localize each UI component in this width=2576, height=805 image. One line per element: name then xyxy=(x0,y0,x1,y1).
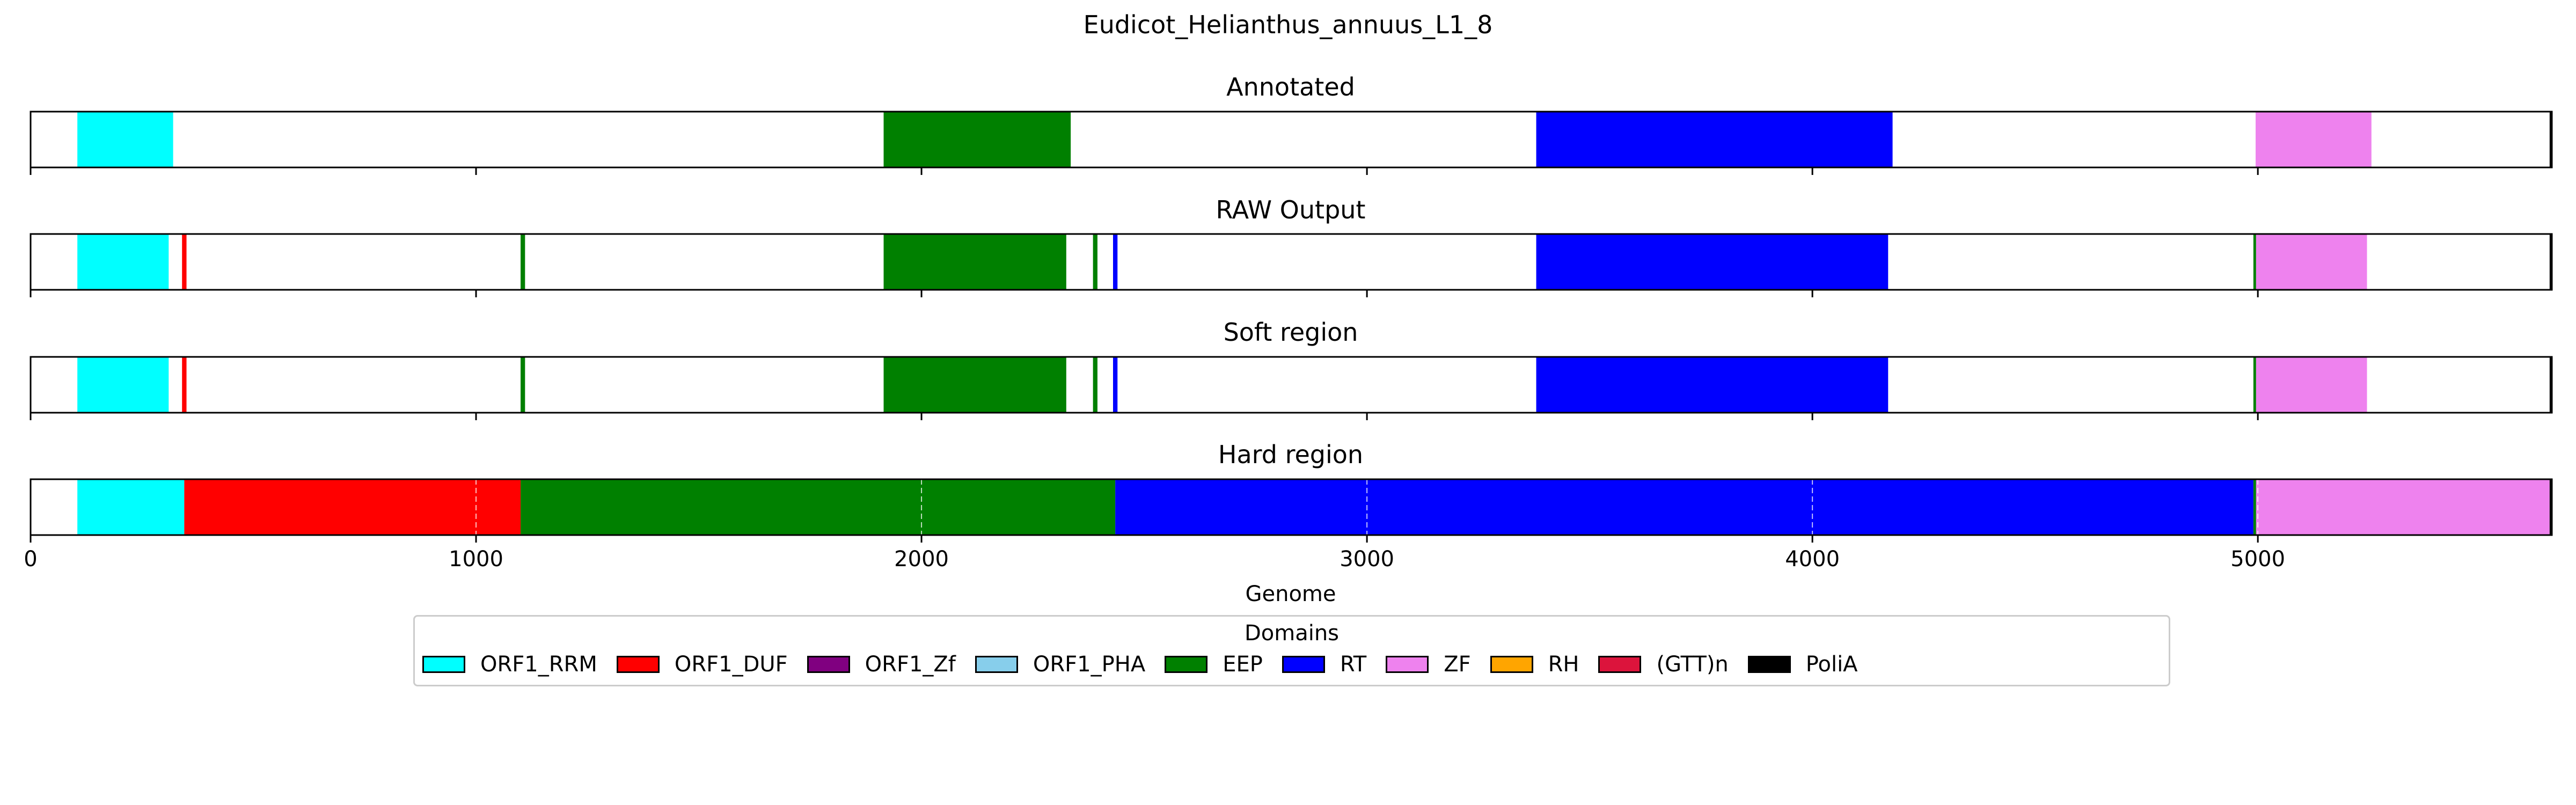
track-frame xyxy=(30,356,2553,414)
legend-label: ORF1_RRM xyxy=(480,652,597,677)
legend-label: ORF1_PHA xyxy=(1033,652,1146,677)
segment-eep xyxy=(521,357,525,413)
track-frame xyxy=(30,233,2553,291)
chart-title: Eudicot_Helianthus_annuus_L1_8 xyxy=(1084,10,1493,39)
legend-swatch xyxy=(1165,656,1208,673)
legend-label: RT xyxy=(1340,652,1367,677)
x-tick-label: 1000 xyxy=(449,547,503,572)
segment-orf1-rrm xyxy=(77,112,173,167)
segment-eep xyxy=(2253,479,2256,535)
segment-rt xyxy=(1536,112,1893,167)
segment-eep xyxy=(521,234,525,290)
segment-orf1-rrm xyxy=(77,479,185,535)
legend-item: PoliA xyxy=(1747,652,1858,677)
segment-eep xyxy=(883,234,1066,290)
track-title: RAW Output xyxy=(1216,195,1366,224)
segment-zf xyxy=(2256,479,2550,535)
legend-items: ORF1_RRM ORF1_DUF ORF1_Zf ORF1_PHA EEP RT ZF RH… xyxy=(422,652,1877,677)
legend-swatch xyxy=(1282,656,1325,673)
segment-orf1-duf xyxy=(182,357,187,413)
segment-zf xyxy=(2256,357,2367,413)
segment-orf1-rrm xyxy=(77,234,169,290)
segment-polia xyxy=(2549,479,2552,535)
tracks-group: Annotated RAW Output Soft region Hard regio… xyxy=(24,72,2553,572)
legend-swatch xyxy=(975,656,1018,673)
track-title: Hard region xyxy=(1218,440,1363,469)
segment-eep xyxy=(1093,234,1097,290)
legend-swatch xyxy=(422,656,465,673)
legend-item: EEP xyxy=(1165,652,1263,677)
legend-item: ORF1_DUF xyxy=(616,652,788,677)
segment-eep xyxy=(883,357,1066,413)
segment-eep xyxy=(883,112,1071,167)
legend-swatch xyxy=(1747,656,1791,673)
legend-label: ZF xyxy=(1444,652,1471,677)
segment-eep xyxy=(2253,234,2256,290)
track-title: Soft region xyxy=(1224,318,1358,347)
legend-item: (GTT)n xyxy=(1598,652,1729,677)
x-tick-label: 3000 xyxy=(1340,547,1394,572)
legend-label: ORF1_Zf xyxy=(865,652,956,677)
legend-item: ORF1_PHA xyxy=(975,652,1145,677)
legend-label: RH xyxy=(1548,652,1579,677)
legend-swatch xyxy=(1490,656,1533,673)
x-axis-label: Genome xyxy=(1245,582,1336,606)
legend-item: ORF1_RRM xyxy=(422,652,597,677)
segment-rt xyxy=(1113,357,1118,413)
legend: Domains ORF1_RRM ORF1_DUF ORF1_Zf ORF1_PHA E… xyxy=(413,615,2170,686)
legend-label: (GTT)n xyxy=(1656,652,1729,677)
legend-label: ORF1_DUF xyxy=(674,652,788,677)
segment-polia xyxy=(2549,357,2552,413)
segment-rt xyxy=(1536,357,1889,413)
track-frame xyxy=(30,478,2553,536)
segment-orf1-duf xyxy=(182,234,187,290)
legend-swatch xyxy=(616,656,660,673)
legend-swatch xyxy=(1598,656,1642,673)
legend-item: ORF1_Zf xyxy=(807,652,956,677)
legend-title: Domains xyxy=(1244,621,1340,646)
legend-label: PoliA xyxy=(1805,652,1858,677)
legend-swatch xyxy=(807,656,850,673)
legend-item: RH xyxy=(1490,652,1579,677)
segment-rt xyxy=(1115,479,2253,535)
legend-item: ZF xyxy=(1386,652,1471,677)
segment-polia xyxy=(2549,112,2552,167)
legend-item: RT xyxy=(1282,652,1366,677)
segment-zf xyxy=(2256,234,2367,290)
x-tick-label: 2000 xyxy=(894,547,949,572)
segment-eep xyxy=(2253,357,2256,413)
legend-swatch xyxy=(1386,656,1429,673)
segment-orf1-duf xyxy=(184,479,521,535)
x-tick-label: 5000 xyxy=(2230,547,2285,572)
legend-label: EEP xyxy=(1223,652,1263,677)
x-tick-label: 4000 xyxy=(1785,547,1840,572)
segment-zf xyxy=(2256,112,2372,167)
segment-polia xyxy=(2549,234,2552,290)
segment-rt xyxy=(1113,234,1118,290)
segment-eep xyxy=(1093,357,1097,413)
track-frame xyxy=(30,111,2553,169)
track-title: Annotated xyxy=(1226,72,1355,101)
x-tick-label: 0 xyxy=(24,547,37,572)
segment-eep xyxy=(521,479,1116,535)
segment-orf1-rrm xyxy=(77,357,169,413)
segment-rt xyxy=(1536,234,1889,290)
